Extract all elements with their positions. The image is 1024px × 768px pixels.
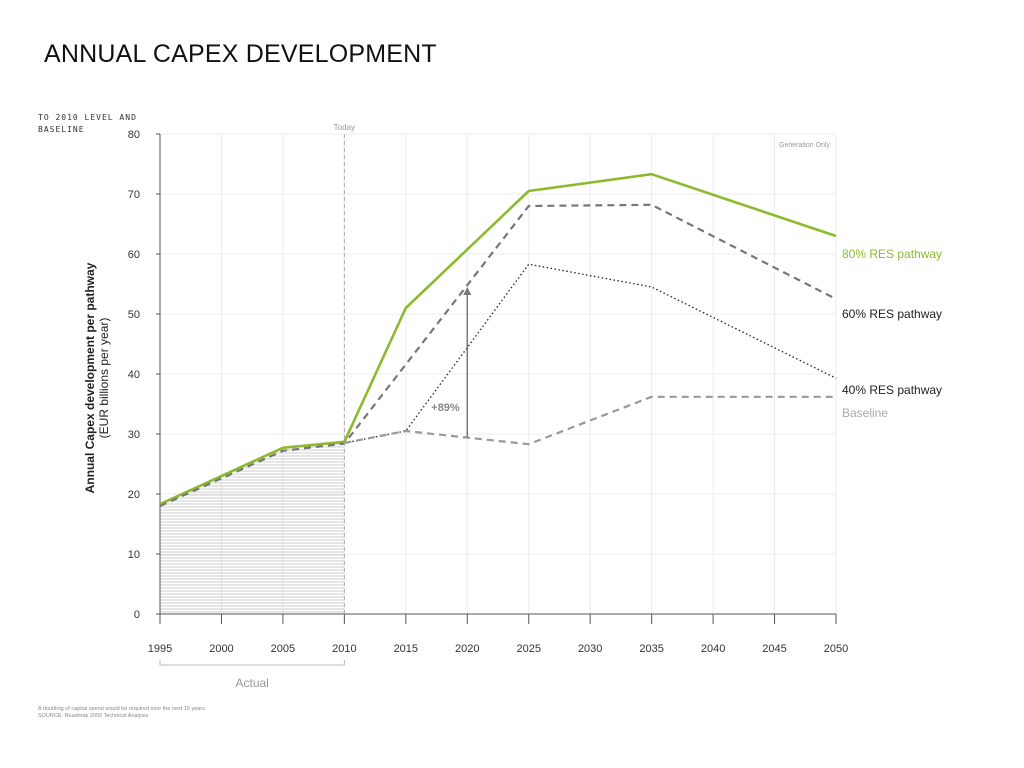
x-tick-label: 2030 [578, 643, 602, 655]
x-tick-label: 2020 [455, 643, 479, 655]
y-axis-label: Annual Capex development per pathway [83, 262, 97, 493]
x-tick-label: 2000 [209, 643, 233, 655]
series-line-1 [159, 172, 837, 506]
y-tick-label: 30 [128, 429, 140, 441]
x-tick-label: 2050 [824, 643, 848, 655]
y-tick-label: 20 [128, 489, 140, 501]
growth-arrow-head [463, 287, 472, 295]
footnote-line-2: SOURCE: Roadmap 2050 Technical Analysis [38, 713, 149, 719]
slide-title: ANNUAL CAPEX DEVELOPMENT [44, 40, 437, 68]
x-tick-label: 2035 [639, 643, 663, 655]
x-tick-label: 2045 [762, 643, 786, 655]
series-label-4: Baseline [842, 406, 888, 420]
footnote-line-1: A doubling of capital spend would be req… [38, 706, 205, 712]
y-tick-label: 70 [128, 189, 140, 201]
growth-arrow-label: +89% [431, 402, 460, 414]
y-tick-label: 0 [134, 609, 140, 621]
x-tick-label: 2005 [271, 643, 295, 655]
annotations: Today Generation Only +89% Actual [159, 123, 830, 690]
series-line-4 [344, 395, 836, 446]
series-line-2 [159, 203, 837, 508]
grid-lines [160, 133, 837, 614]
footnote: A doubling of capital spend would be req… [38, 706, 205, 720]
chart-caption: TO 2010 LEVEL AND BASELINE [38, 113, 137, 134]
y-tick-label: 80 [128, 129, 140, 141]
y-tick-label: 60 [128, 249, 140, 261]
generation-only-note: Generation Only [779, 142, 830, 149]
series-label-1: 80% RES pathway [842, 247, 942, 261]
series-label-2: 60% RES pathway [842, 307, 942, 321]
x-tick-label: 2025 [516, 643, 540, 655]
x-tick-label: 2040 [701, 643, 725, 655]
today-label: Today [334, 123, 355, 132]
series-lines [159, 172, 837, 508]
actual-bracket [159, 660, 345, 666]
y-tick-label: 50 [128, 309, 140, 321]
x-tick-label: 2015 [394, 643, 418, 655]
x-tick-label: 1995 [148, 643, 172, 655]
actual-hatch-area [160, 443, 344, 613]
x-tick-label: 2010 [332, 643, 356, 655]
y-tick-label: 10 [128, 549, 140, 561]
y-tick-label: 40 [128, 369, 140, 381]
y-axis-label-unit: (EUR billions per year) [97, 318, 111, 439]
series-label-3: 40% RES pathway [842, 383, 942, 397]
actual-label: Actual [236, 676, 269, 690]
labels: Annual Capex development per pathway (EUR… [83, 247, 942, 493]
